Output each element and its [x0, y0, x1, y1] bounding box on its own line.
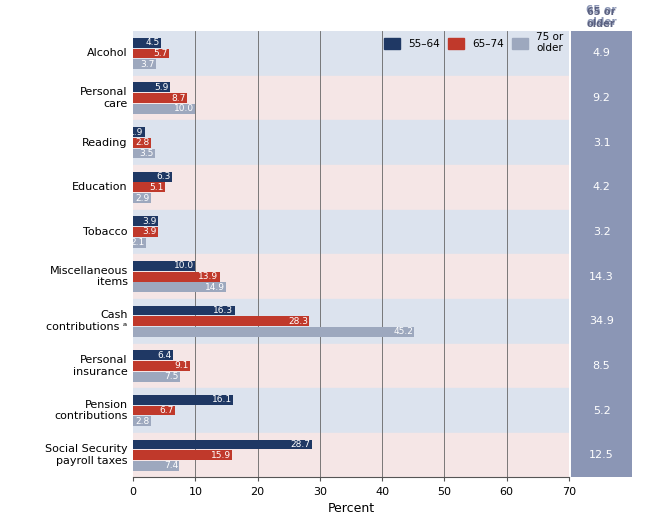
Bar	[133, 461, 179, 471]
Bar	[133, 148, 155, 158]
Bar	[133, 59, 156, 69]
Text: 15.9: 15.9	[211, 450, 231, 460]
Bar	[133, 327, 415, 337]
Bar	[133, 344, 569, 388]
Bar	[133, 138, 151, 147]
Text: 65 or
older: 65 or older	[587, 7, 616, 29]
Bar	[133, 450, 232, 460]
Bar	[133, 210, 569, 254]
Bar	[133, 238, 146, 248]
Text: 3.5: 3.5	[139, 149, 154, 158]
Text: 5.7: 5.7	[153, 49, 168, 58]
Text: 34.9: 34.9	[589, 316, 614, 326]
Text: 9.1: 9.1	[174, 361, 188, 371]
Text: 6.7: 6.7	[159, 406, 174, 415]
Text: 45.2: 45.2	[393, 327, 413, 336]
Bar	[133, 83, 170, 92]
Text: 16.3: 16.3	[213, 306, 233, 315]
Bar	[133, 306, 235, 316]
Bar	[133, 372, 180, 381]
Text: 4.5: 4.5	[146, 38, 160, 47]
Text: 3.2: 3.2	[593, 227, 610, 237]
Bar	[133, 165, 569, 210]
Text: 1.9: 1.9	[129, 128, 144, 136]
Bar	[133, 361, 190, 371]
Bar	[133, 254, 569, 299]
Bar	[133, 350, 173, 360]
Bar	[133, 317, 309, 326]
Text: 28.3: 28.3	[288, 317, 308, 326]
Bar	[133, 93, 187, 103]
Text: 28.7: 28.7	[291, 440, 311, 449]
Bar	[133, 388, 569, 433]
Text: 2.1: 2.1	[131, 238, 145, 247]
Text: 7.5: 7.5	[164, 372, 179, 381]
Text: 6.4: 6.4	[157, 351, 172, 360]
Text: 13.9: 13.9	[198, 272, 218, 281]
Text: 7.4: 7.4	[164, 461, 178, 470]
Text: 5.1: 5.1	[150, 183, 164, 192]
Bar	[133, 406, 175, 415]
Text: 9.2: 9.2	[593, 93, 610, 103]
Text: 3.7: 3.7	[140, 60, 155, 69]
Text: 65 or
older: 65 or older	[586, 5, 617, 26]
Text: 14.3: 14.3	[589, 271, 614, 282]
Bar	[133, 183, 165, 192]
Bar	[133, 282, 226, 292]
Bar	[133, 76, 569, 120]
Text: 8.5: 8.5	[593, 361, 610, 371]
Bar	[133, 38, 161, 48]
Text: 3.1: 3.1	[593, 138, 610, 148]
Bar	[133, 49, 169, 58]
Bar	[133, 31, 569, 76]
Bar	[133, 216, 157, 226]
Text: 10.0: 10.0	[174, 104, 194, 113]
Bar	[133, 440, 312, 449]
Text: 16.1: 16.1	[212, 395, 232, 404]
Text: 6.3: 6.3	[157, 172, 171, 181]
Bar	[133, 261, 196, 271]
Bar	[133, 193, 151, 203]
Text: 14.9: 14.9	[205, 283, 225, 292]
Bar	[133, 433, 569, 477]
Text: 2.9: 2.9	[136, 194, 150, 202]
Text: 12.5: 12.5	[589, 450, 614, 460]
Text: 5.9: 5.9	[154, 83, 169, 92]
Text: 4.9: 4.9	[593, 48, 610, 59]
Text: 3.9: 3.9	[142, 217, 156, 226]
Bar	[133, 416, 151, 426]
Text: 3.9: 3.9	[142, 227, 156, 237]
Text: 2.8: 2.8	[135, 138, 150, 147]
Legend: 55–64, 65–74, 75 or
older: 55–64, 65–74, 75 or older	[384, 32, 564, 53]
Bar	[133, 120, 569, 165]
Bar	[133, 227, 157, 237]
Text: 10.0: 10.0	[174, 262, 194, 270]
Bar	[133, 272, 220, 281]
Text: 5.2: 5.2	[593, 405, 610, 416]
Text: 4.2: 4.2	[593, 182, 610, 193]
Bar	[133, 299, 569, 344]
Bar	[133, 104, 196, 114]
Bar	[133, 395, 233, 405]
Text: 8.7: 8.7	[172, 93, 186, 103]
Bar	[133, 172, 172, 182]
X-axis label: Percent: Percent	[328, 502, 374, 515]
Bar	[133, 127, 145, 137]
Text: 2.8: 2.8	[135, 417, 150, 426]
